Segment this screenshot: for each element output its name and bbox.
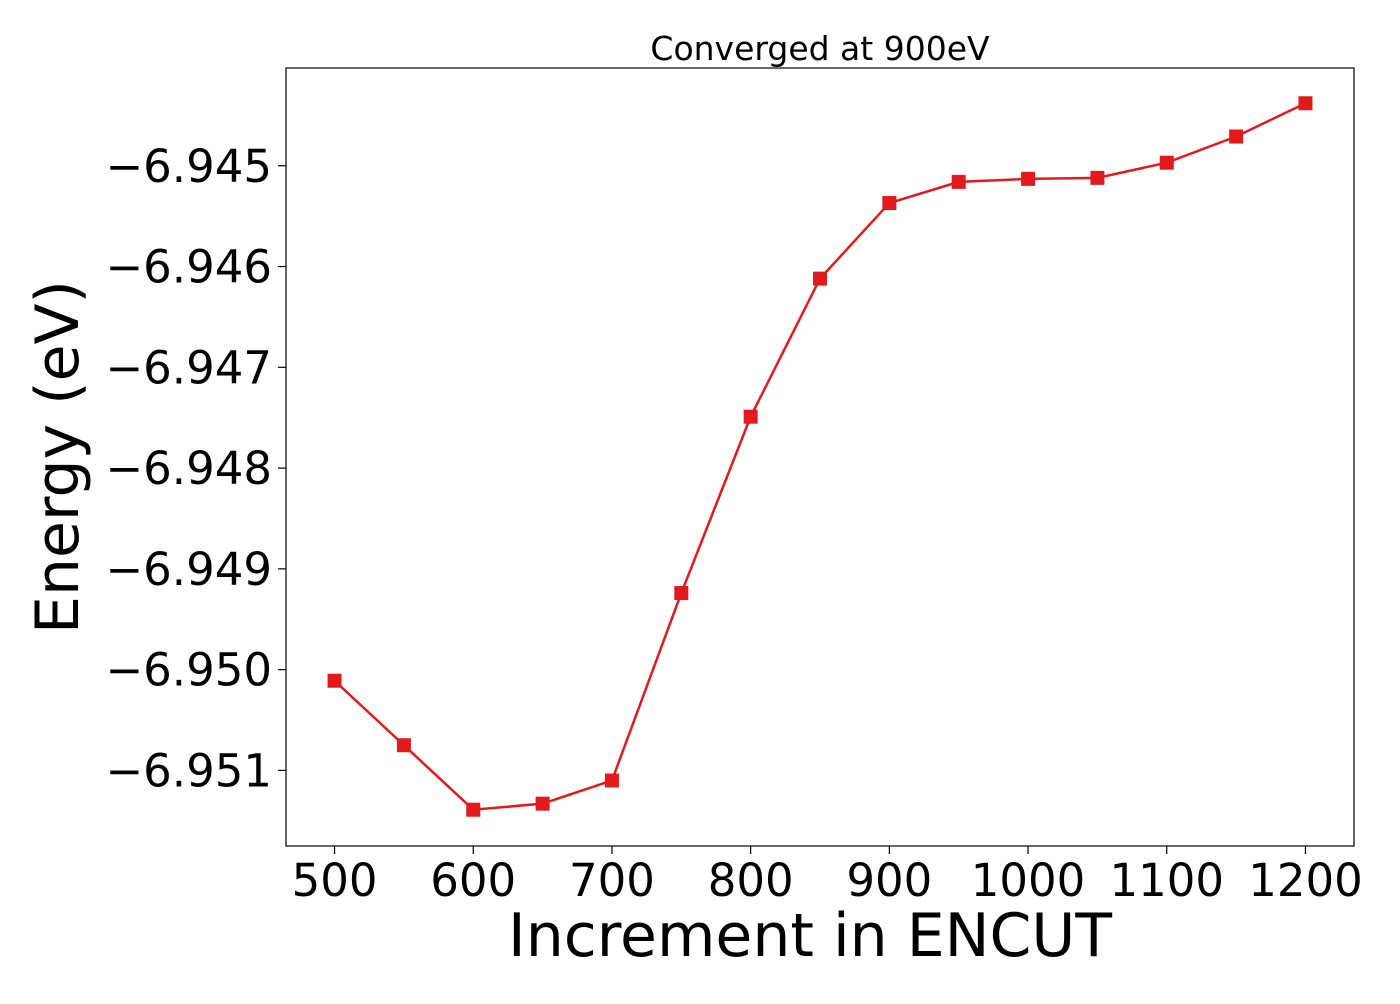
x-tick-label: 1000 <box>971 854 1086 907</box>
x-tick-label: 1200 <box>1248 854 1363 907</box>
data-point-marker <box>743 409 758 424</box>
x-tick-label: 900 <box>846 854 932 907</box>
data-point-marker <box>882 196 897 211</box>
x-tick-label: 700 <box>569 854 655 907</box>
data-point-marker <box>1298 96 1313 111</box>
y-tick-label: −6.945 <box>105 140 272 193</box>
y-axis-ticks: −6.945 −6.946 −6.947 −6.948 −6.949 −6.950 −6.9… <box>105 140 286 797</box>
data-point-marker <box>1159 155 1174 170</box>
x-tick-label: 800 <box>708 854 794 907</box>
y-tick-label: −6.947 <box>105 341 272 394</box>
x-tick-label: 600 <box>430 854 516 907</box>
data-point-marker <box>1229 129 1244 144</box>
y-tick-label: −6.951 <box>105 744 272 797</box>
data-point-marker <box>327 673 342 688</box>
y-tick-label: −6.950 <box>105 644 272 697</box>
y-tick-label: −6.949 <box>105 543 272 596</box>
data-point-marker <box>674 586 689 601</box>
plot-area-frame <box>285 67 1355 847</box>
data-point-marker <box>813 271 827 286</box>
data-point-marker <box>951 174 966 189</box>
data-point-marker <box>604 773 619 788</box>
x-axis-ticks: 500 600 700 800 900 1000 1100 1200 <box>292 846 1363 907</box>
series-layer <box>327 96 1313 817</box>
data-point-marker <box>396 738 411 753</box>
y-axis-label: Energy (eV) <box>23 280 93 634</box>
x-axis-label: Increment in ENCUT <box>508 901 1112 971</box>
data-point-marker <box>1021 171 1036 186</box>
y-tick-label: −6.946 <box>105 241 272 294</box>
chart-title: Converged at 900eV <box>650 29 990 68</box>
series-line <box>333 102 1306 812</box>
x-tick-label: 500 <box>292 854 378 907</box>
data-point-marker <box>466 802 481 817</box>
x-tick-label: 1100 <box>1109 854 1224 907</box>
data-point-marker <box>1090 170 1105 185</box>
data-point-marker <box>535 796 550 811</box>
y-tick-label: −6.948 <box>105 442 272 495</box>
